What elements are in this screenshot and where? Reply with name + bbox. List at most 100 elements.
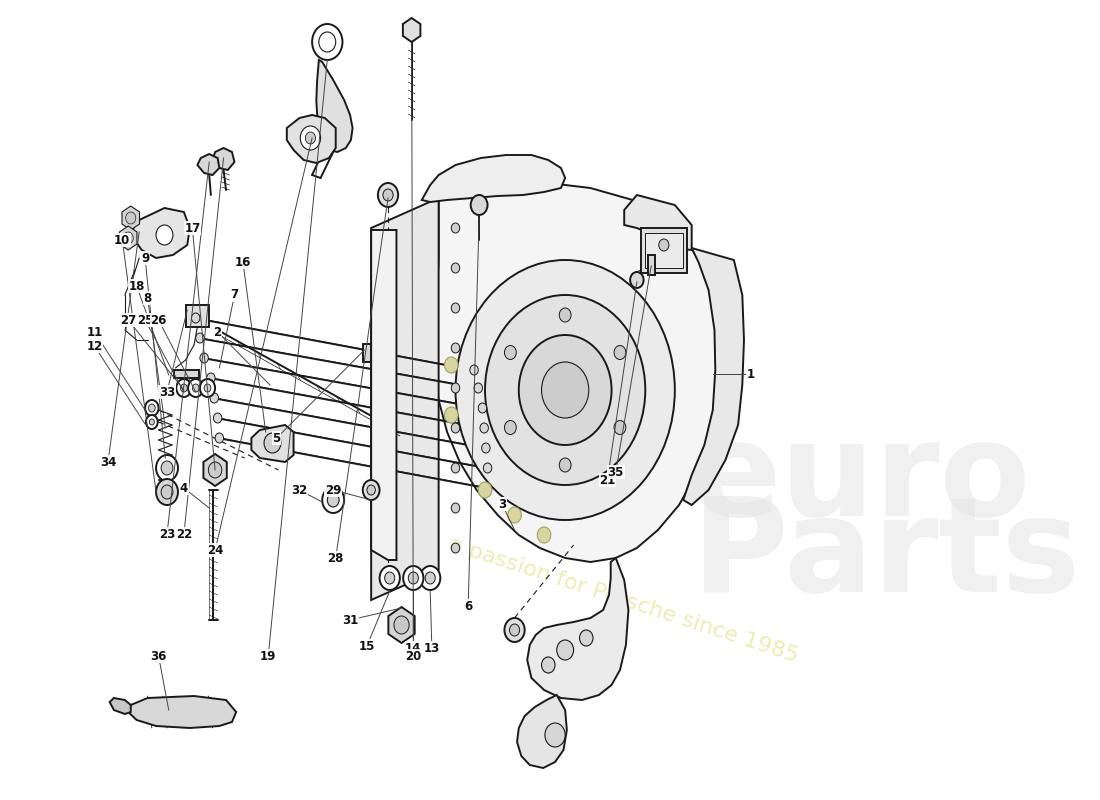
Text: 32: 32	[292, 483, 308, 497]
Text: 15: 15	[359, 639, 375, 653]
Text: 21: 21	[600, 474, 616, 486]
Polygon shape	[133, 208, 190, 258]
Text: 8: 8	[143, 291, 152, 305]
Circle shape	[146, 415, 157, 429]
Circle shape	[508, 507, 521, 523]
Text: 36: 36	[151, 650, 167, 662]
Circle shape	[420, 566, 440, 590]
Circle shape	[123, 232, 133, 244]
Text: 6: 6	[464, 599, 472, 613]
Text: 35: 35	[607, 466, 624, 478]
Circle shape	[580, 630, 593, 646]
Circle shape	[451, 223, 460, 233]
Polygon shape	[371, 230, 396, 560]
Text: 12: 12	[86, 339, 102, 353]
Circle shape	[519, 335, 612, 445]
Polygon shape	[120, 226, 138, 250]
Bar	[648, 255, 654, 275]
Polygon shape	[317, 60, 353, 152]
Text: 22: 22	[176, 527, 192, 541]
Text: a passion for Porsche since 1985: a passion for Porsche since 1985	[447, 534, 801, 666]
Circle shape	[191, 313, 200, 323]
Polygon shape	[204, 454, 227, 486]
Circle shape	[544, 723, 565, 747]
Circle shape	[509, 624, 519, 636]
Text: 17: 17	[184, 222, 200, 234]
Bar	[641, 228, 688, 273]
Circle shape	[541, 362, 589, 418]
Circle shape	[537, 527, 551, 543]
Polygon shape	[122, 206, 140, 230]
Circle shape	[161, 461, 173, 475]
Circle shape	[145, 400, 158, 416]
Circle shape	[378, 183, 398, 207]
Circle shape	[541, 657, 556, 673]
Circle shape	[216, 433, 223, 443]
Circle shape	[176, 379, 191, 397]
Circle shape	[455, 260, 674, 520]
Circle shape	[205, 384, 211, 392]
Circle shape	[478, 403, 486, 413]
Circle shape	[383, 189, 393, 201]
Text: 25: 25	[136, 314, 153, 326]
Circle shape	[363, 480, 379, 500]
Text: 27: 27	[120, 314, 136, 326]
Circle shape	[482, 443, 491, 453]
Circle shape	[478, 482, 492, 498]
Text: 24: 24	[207, 543, 223, 557]
Circle shape	[505, 421, 516, 434]
Circle shape	[200, 353, 208, 363]
Text: 3: 3	[498, 498, 506, 510]
Circle shape	[306, 132, 316, 144]
Circle shape	[404, 566, 424, 590]
Circle shape	[207, 373, 216, 383]
Text: 11: 11	[86, 326, 102, 338]
Circle shape	[385, 572, 395, 584]
Circle shape	[192, 384, 199, 392]
Circle shape	[630, 272, 644, 288]
Polygon shape	[683, 248, 744, 505]
Circle shape	[659, 239, 669, 251]
Circle shape	[312, 24, 342, 60]
Circle shape	[161, 485, 173, 499]
Text: 29: 29	[324, 483, 341, 497]
Circle shape	[451, 503, 460, 513]
Circle shape	[505, 346, 516, 359]
Circle shape	[319, 32, 336, 52]
Text: 14: 14	[405, 642, 421, 654]
Circle shape	[451, 383, 460, 393]
Circle shape	[300, 126, 320, 150]
Text: 7: 7	[230, 289, 239, 302]
Circle shape	[328, 493, 339, 507]
Text: 19: 19	[260, 650, 276, 662]
Circle shape	[367, 485, 375, 495]
Polygon shape	[517, 695, 566, 768]
Text: euro: euro	[692, 417, 1031, 543]
Circle shape	[125, 212, 135, 224]
Text: 5: 5	[273, 431, 280, 445]
Circle shape	[474, 383, 483, 393]
Polygon shape	[388, 607, 415, 643]
Circle shape	[200, 379, 216, 397]
Text: 13: 13	[424, 642, 440, 654]
Polygon shape	[129, 696, 236, 728]
Circle shape	[505, 618, 525, 642]
Circle shape	[264, 433, 280, 453]
Circle shape	[210, 393, 219, 403]
Bar	[174, 370, 199, 378]
Circle shape	[180, 384, 187, 392]
Text: 20: 20	[405, 650, 421, 662]
Circle shape	[557, 640, 573, 660]
Text: 18: 18	[129, 279, 145, 293]
Bar	[363, 344, 371, 362]
Text: 33: 33	[158, 386, 175, 398]
Circle shape	[483, 483, 492, 493]
Polygon shape	[252, 425, 294, 462]
Polygon shape	[197, 154, 219, 175]
Circle shape	[379, 566, 399, 590]
Text: 10: 10	[114, 234, 131, 246]
Circle shape	[208, 462, 222, 478]
Circle shape	[156, 225, 173, 245]
Text: 2: 2	[213, 326, 222, 338]
Circle shape	[471, 195, 487, 215]
